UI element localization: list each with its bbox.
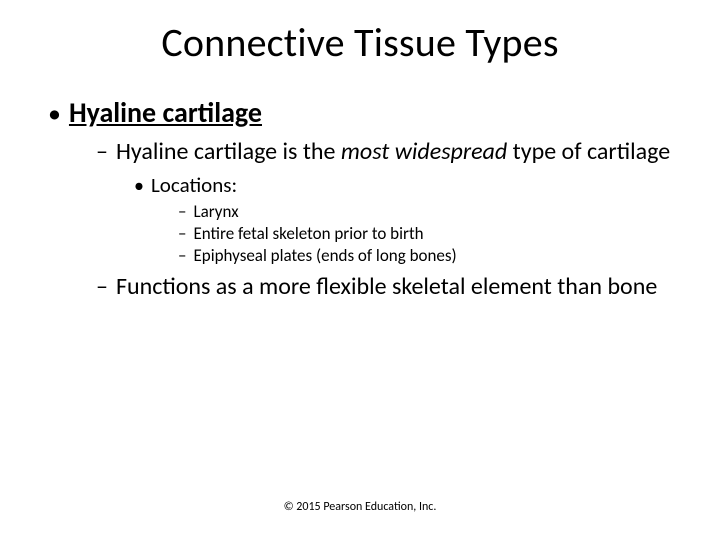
- lvl2a-text: Hyaline cartilage is the most widespread…: [116, 138, 670, 166]
- bullet-level-2: – Functions as a more flexible skeletal …: [96, 273, 680, 301]
- lvl2b-text: Functions as a more flexible skeletal el…: [116, 273, 657, 301]
- bullet-dash-icon: –: [178, 225, 186, 242]
- lvl4a-text: Larynx: [193, 202, 238, 223]
- lvl2a-pre: Hyaline cartilage is the: [116, 137, 341, 166]
- bullet-level-2: – Hyaline cartilage is the most widespre…: [96, 138, 680, 166]
- lvl1-text: Hyaline cartilage: [69, 95, 262, 130]
- bullet-level-1: • Hyaline cartilage: [48, 95, 680, 130]
- bullet-dash-icon: –: [178, 203, 186, 220]
- bullet-level-4: – Epiphyseal plates (ends of long bones): [178, 246, 680, 267]
- lvl2a-em: most widespread: [341, 137, 507, 166]
- bullet-dot-icon: •: [134, 176, 144, 196]
- bullet-level-3: • Locations:: [134, 172, 680, 198]
- lvl4c-text: Epiphyseal plates (ends of long bones): [193, 246, 456, 267]
- slide: Connective Tissue Types • Hyaline cartil…: [0, 0, 720, 540]
- bullet-level-4: – Larynx: [178, 202, 680, 223]
- lvl2a-post: type of cartilage: [507, 137, 670, 166]
- bullet-dash-icon: –: [96, 275, 108, 299]
- bullet-level-4: – Entire fetal skeleton prior to birth: [178, 224, 680, 245]
- lvl4b-text: Entire fetal skeleton prior to birth: [193, 224, 423, 245]
- bullet-dot-icon: •: [48, 100, 61, 126]
- bullet-dash-icon: –: [178, 247, 186, 264]
- lvl3-text: Locations:: [151, 172, 237, 198]
- bullet-dash-icon: –: [96, 140, 108, 164]
- slide-title: Connective Tissue Types: [40, 18, 680, 67]
- copyright-footer: © 2015 Pearson Education, Inc.: [0, 500, 720, 514]
